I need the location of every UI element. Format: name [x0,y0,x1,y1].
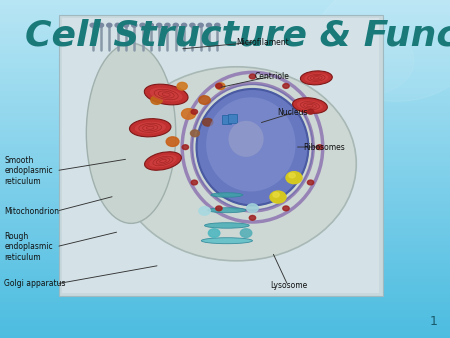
Circle shape [249,215,256,220]
Ellipse shape [304,73,328,82]
FancyBboxPatch shape [228,114,237,123]
Text: 1: 1 [429,315,437,328]
Circle shape [115,23,120,27]
Ellipse shape [135,122,166,134]
Ellipse shape [150,88,183,101]
Circle shape [182,145,189,149]
Text: Nucleus: Nucleus [277,108,307,117]
Text: Mitochondrion: Mitochondrion [4,207,59,216]
Circle shape [247,204,258,213]
Circle shape [198,23,203,27]
Ellipse shape [144,84,188,105]
Circle shape [181,108,196,119]
Text: Centriole: Centriole [254,72,289,80]
Circle shape [99,23,104,27]
Circle shape [324,27,414,95]
Ellipse shape [297,100,323,111]
Text: Golgi apparatus: Golgi apparatus [4,280,66,288]
Circle shape [199,96,210,104]
Circle shape [307,180,314,185]
FancyBboxPatch shape [58,15,382,296]
Circle shape [199,207,210,215]
Text: Smooth
endoplasmic
reticulum: Smooth endoplasmic reticulum [4,156,53,186]
Circle shape [151,96,162,104]
Circle shape [191,110,198,114]
Circle shape [316,145,323,149]
Circle shape [191,180,198,185]
Circle shape [249,74,256,79]
Circle shape [207,23,212,27]
Circle shape [283,83,289,88]
Circle shape [157,23,162,27]
Circle shape [216,206,222,211]
Circle shape [132,23,137,27]
Circle shape [240,229,252,237]
Ellipse shape [144,152,181,170]
Text: Ribosomes: Ribosomes [304,143,346,151]
Circle shape [270,191,286,203]
Circle shape [307,110,314,114]
Ellipse shape [211,193,243,197]
Text: Rough
endoplasmic
reticulum: Rough endoplasmic reticulum [4,232,53,262]
Circle shape [273,192,279,197]
Circle shape [216,83,225,90]
Circle shape [216,83,222,88]
Circle shape [315,0,450,101]
Text: Lysosome: Lysosome [270,281,307,290]
Circle shape [177,82,187,90]
Ellipse shape [292,98,327,114]
Text: Cell Structure & Function: Cell Structure & Function [25,19,450,52]
Circle shape [190,130,199,137]
Ellipse shape [86,43,176,223]
Circle shape [283,206,289,211]
Ellipse shape [130,119,171,137]
Circle shape [166,137,179,146]
Ellipse shape [229,121,264,157]
Circle shape [148,23,153,27]
Circle shape [202,118,213,126]
Ellipse shape [204,223,249,228]
Circle shape [190,23,195,27]
Circle shape [286,172,302,184]
Circle shape [173,23,178,27]
Circle shape [208,229,220,237]
Ellipse shape [201,238,252,244]
FancyBboxPatch shape [62,18,379,293]
Ellipse shape [208,208,246,213]
Ellipse shape [197,89,308,206]
Ellipse shape [149,155,177,167]
Circle shape [90,23,95,27]
Circle shape [140,23,145,27]
Ellipse shape [206,97,296,192]
Circle shape [215,23,220,27]
Circle shape [107,23,112,27]
Circle shape [123,23,129,27]
Text: Microfilament: Microfilament [236,38,289,47]
Ellipse shape [301,71,332,85]
Circle shape [289,173,295,178]
Circle shape [165,23,170,27]
FancyBboxPatch shape [222,115,230,124]
Circle shape [181,23,187,27]
Ellipse shape [117,67,356,261]
